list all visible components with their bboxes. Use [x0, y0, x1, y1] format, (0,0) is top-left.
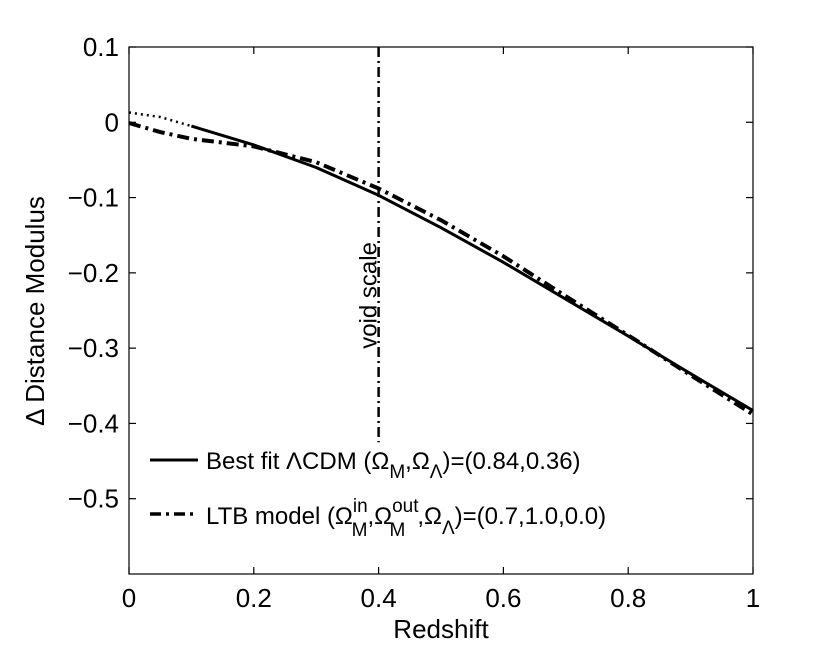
x-tick-label: 0 [122, 583, 136, 613]
legend-label-lcdm: Best fit ΛCDM (ΩM,ΩΛ)=(0.84,0.36) [206, 448, 581, 483]
series-lcdm-line [190, 124, 754, 412]
series [128, 111, 755, 417]
y-tick-label: −0.4 [68, 408, 119, 438]
x-tick-label: 0.2 [236, 583, 272, 613]
y-tick-label: −0.2 [68, 258, 119, 288]
x-tick-label: 0.4 [361, 583, 397, 613]
legend-label-ltb: LTB model (Ωin M,Ωout M,ΩΛ)=(0.7,1.0,0.0) [206, 496, 606, 541]
legend: Best fit ΛCDM (ΩM,ΩΛ)=(0.84,0.36) LTB mo… [150, 448, 606, 541]
y-tick-label: 0.1 [83, 32, 119, 62]
ticks [128, 46, 754, 574]
x-axis-title: Redshift [393, 614, 489, 644]
x-tick-label: 1 [746, 583, 760, 613]
plot-frame [128, 46, 754, 575]
y-tick-label: −0.5 [68, 484, 119, 514]
y-axis-title: Δ Distance Modulus [20, 196, 50, 426]
x-tick-label: 0.6 [485, 583, 521, 613]
series-ltb-line [128, 121, 755, 417]
void-scale-label: void scale [356, 242, 383, 349]
y-tick-label: −0.1 [68, 183, 119, 213]
y-tick-label: −0.3 [68, 333, 119, 363]
series-dotted-line [128, 111, 192, 128]
x-tick-label: 0.8 [610, 583, 646, 613]
tick-labels: 0 0.2 0.4 0.6 0.8 1 0.1 0 −0.1 −0.2 −0.3 −0.4 −0.5 [68, 32, 761, 613]
y-tick-label: 0 [105, 107, 119, 137]
